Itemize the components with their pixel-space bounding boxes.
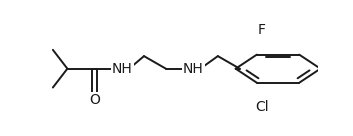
Text: Cl: Cl	[255, 100, 268, 114]
Text: O: O	[89, 93, 100, 107]
Text: F: F	[258, 23, 265, 37]
Text: NH: NH	[112, 62, 132, 76]
Text: NH: NH	[183, 62, 204, 76]
